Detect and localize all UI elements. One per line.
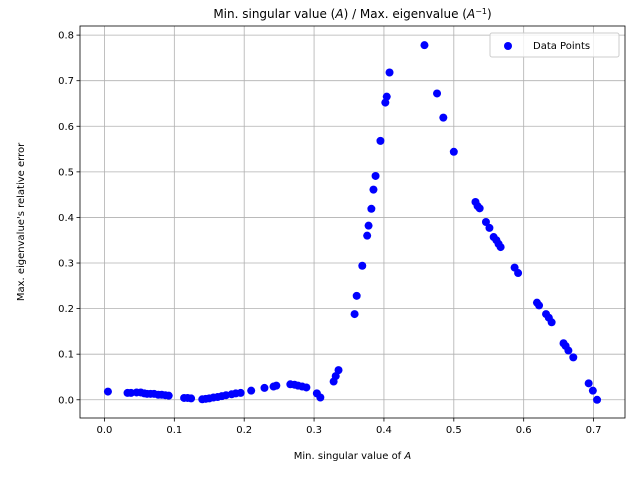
data-point	[564, 346, 573, 355]
legend-box	[489, 32, 620, 58]
data-point	[331, 372, 340, 381]
data-point	[535, 301, 544, 310]
data-points	[103, 41, 602, 404]
axis-ticks: 0.0 0.1 0.2 0.3 0.4 0.5 0.6 0.7 0.0 0.1 0.2 0.3 0.4 0…	[58, 31, 601, 436]
x-axis-label: Min. singular value of A	[294, 451, 412, 462]
x-tick-label: 0.6	[516, 425, 532, 436]
data-point	[481, 218, 490, 226]
legend: Data Points	[489, 32, 620, 58]
data-point	[352, 291, 361, 300]
y-tick-label: 0.0	[58, 395, 74, 406]
data-point	[369, 185, 378, 194]
x-tick-label: 0.3	[306, 425, 322, 436]
data-point	[569, 353, 578, 362]
data-point	[475, 204, 484, 213]
data-point	[514, 269, 523, 278]
data-point	[272, 381, 281, 390]
x-tick-label: 0.5	[446, 425, 462, 436]
data-point	[376, 136, 385, 145]
data-point	[584, 379, 593, 388]
y-tick-label: 0.8	[58, 31, 74, 42]
data-point	[385, 68, 394, 77]
data-point	[593, 395, 602, 404]
x-tick-label: 0.7	[586, 425, 602, 436]
y-tick-label: 0.2	[58, 304, 74, 315]
x-tick-label: 0.1	[166, 425, 182, 436]
y-tick-label: 0.1	[58, 350, 74, 361]
data-point	[334, 366, 343, 375]
data-point	[485, 223, 494, 232]
data-point	[187, 394, 196, 403]
x-tick-label: 0.4	[376, 425, 392, 436]
data-point	[371, 171, 380, 180]
data-point	[358, 261, 367, 270]
data-point	[316, 393, 325, 402]
legend-marker	[504, 42, 512, 50]
data-point	[547, 318, 556, 327]
data-point	[302, 383, 311, 392]
grid-lines	[80, 26, 625, 418]
data-point	[364, 221, 373, 230]
data-point	[382, 92, 391, 101]
data-point	[350, 310, 359, 319]
data-point	[103, 387, 112, 396]
data-point	[367, 204, 376, 213]
y-tick-label: 0.7	[58, 76, 74, 87]
data-point	[449, 147, 458, 156]
data-point	[588, 386, 597, 395]
y-tick-label: 0.4	[58, 213, 74, 224]
y-tick-label: 0.3	[58, 259, 74, 270]
data-point	[247, 386, 256, 395]
x-tick-label: 0.2	[236, 425, 252, 436]
y-axis-label: Max. eigenvalue's relative error	[16, 142, 27, 301]
data-point	[433, 89, 442, 98]
data-point	[363, 231, 372, 240]
data-point	[496, 243, 505, 252]
x-tick-label: 0.0	[97, 425, 113, 436]
plot-area-frame	[79, 25, 626, 419]
data-point	[260, 383, 269, 392]
legend-label: Data Points	[533, 41, 590, 52]
data-point	[420, 41, 429, 50]
data-point	[164, 391, 173, 400]
data-point	[236, 388, 245, 397]
y-tick-label: 0.6	[58, 122, 74, 133]
data-point	[439, 113, 448, 122]
y-tick-label: 0.5	[58, 167, 74, 178]
chart-title: Min. singular value (A) / Max. eigenvalu…	[213, 7, 491, 22]
